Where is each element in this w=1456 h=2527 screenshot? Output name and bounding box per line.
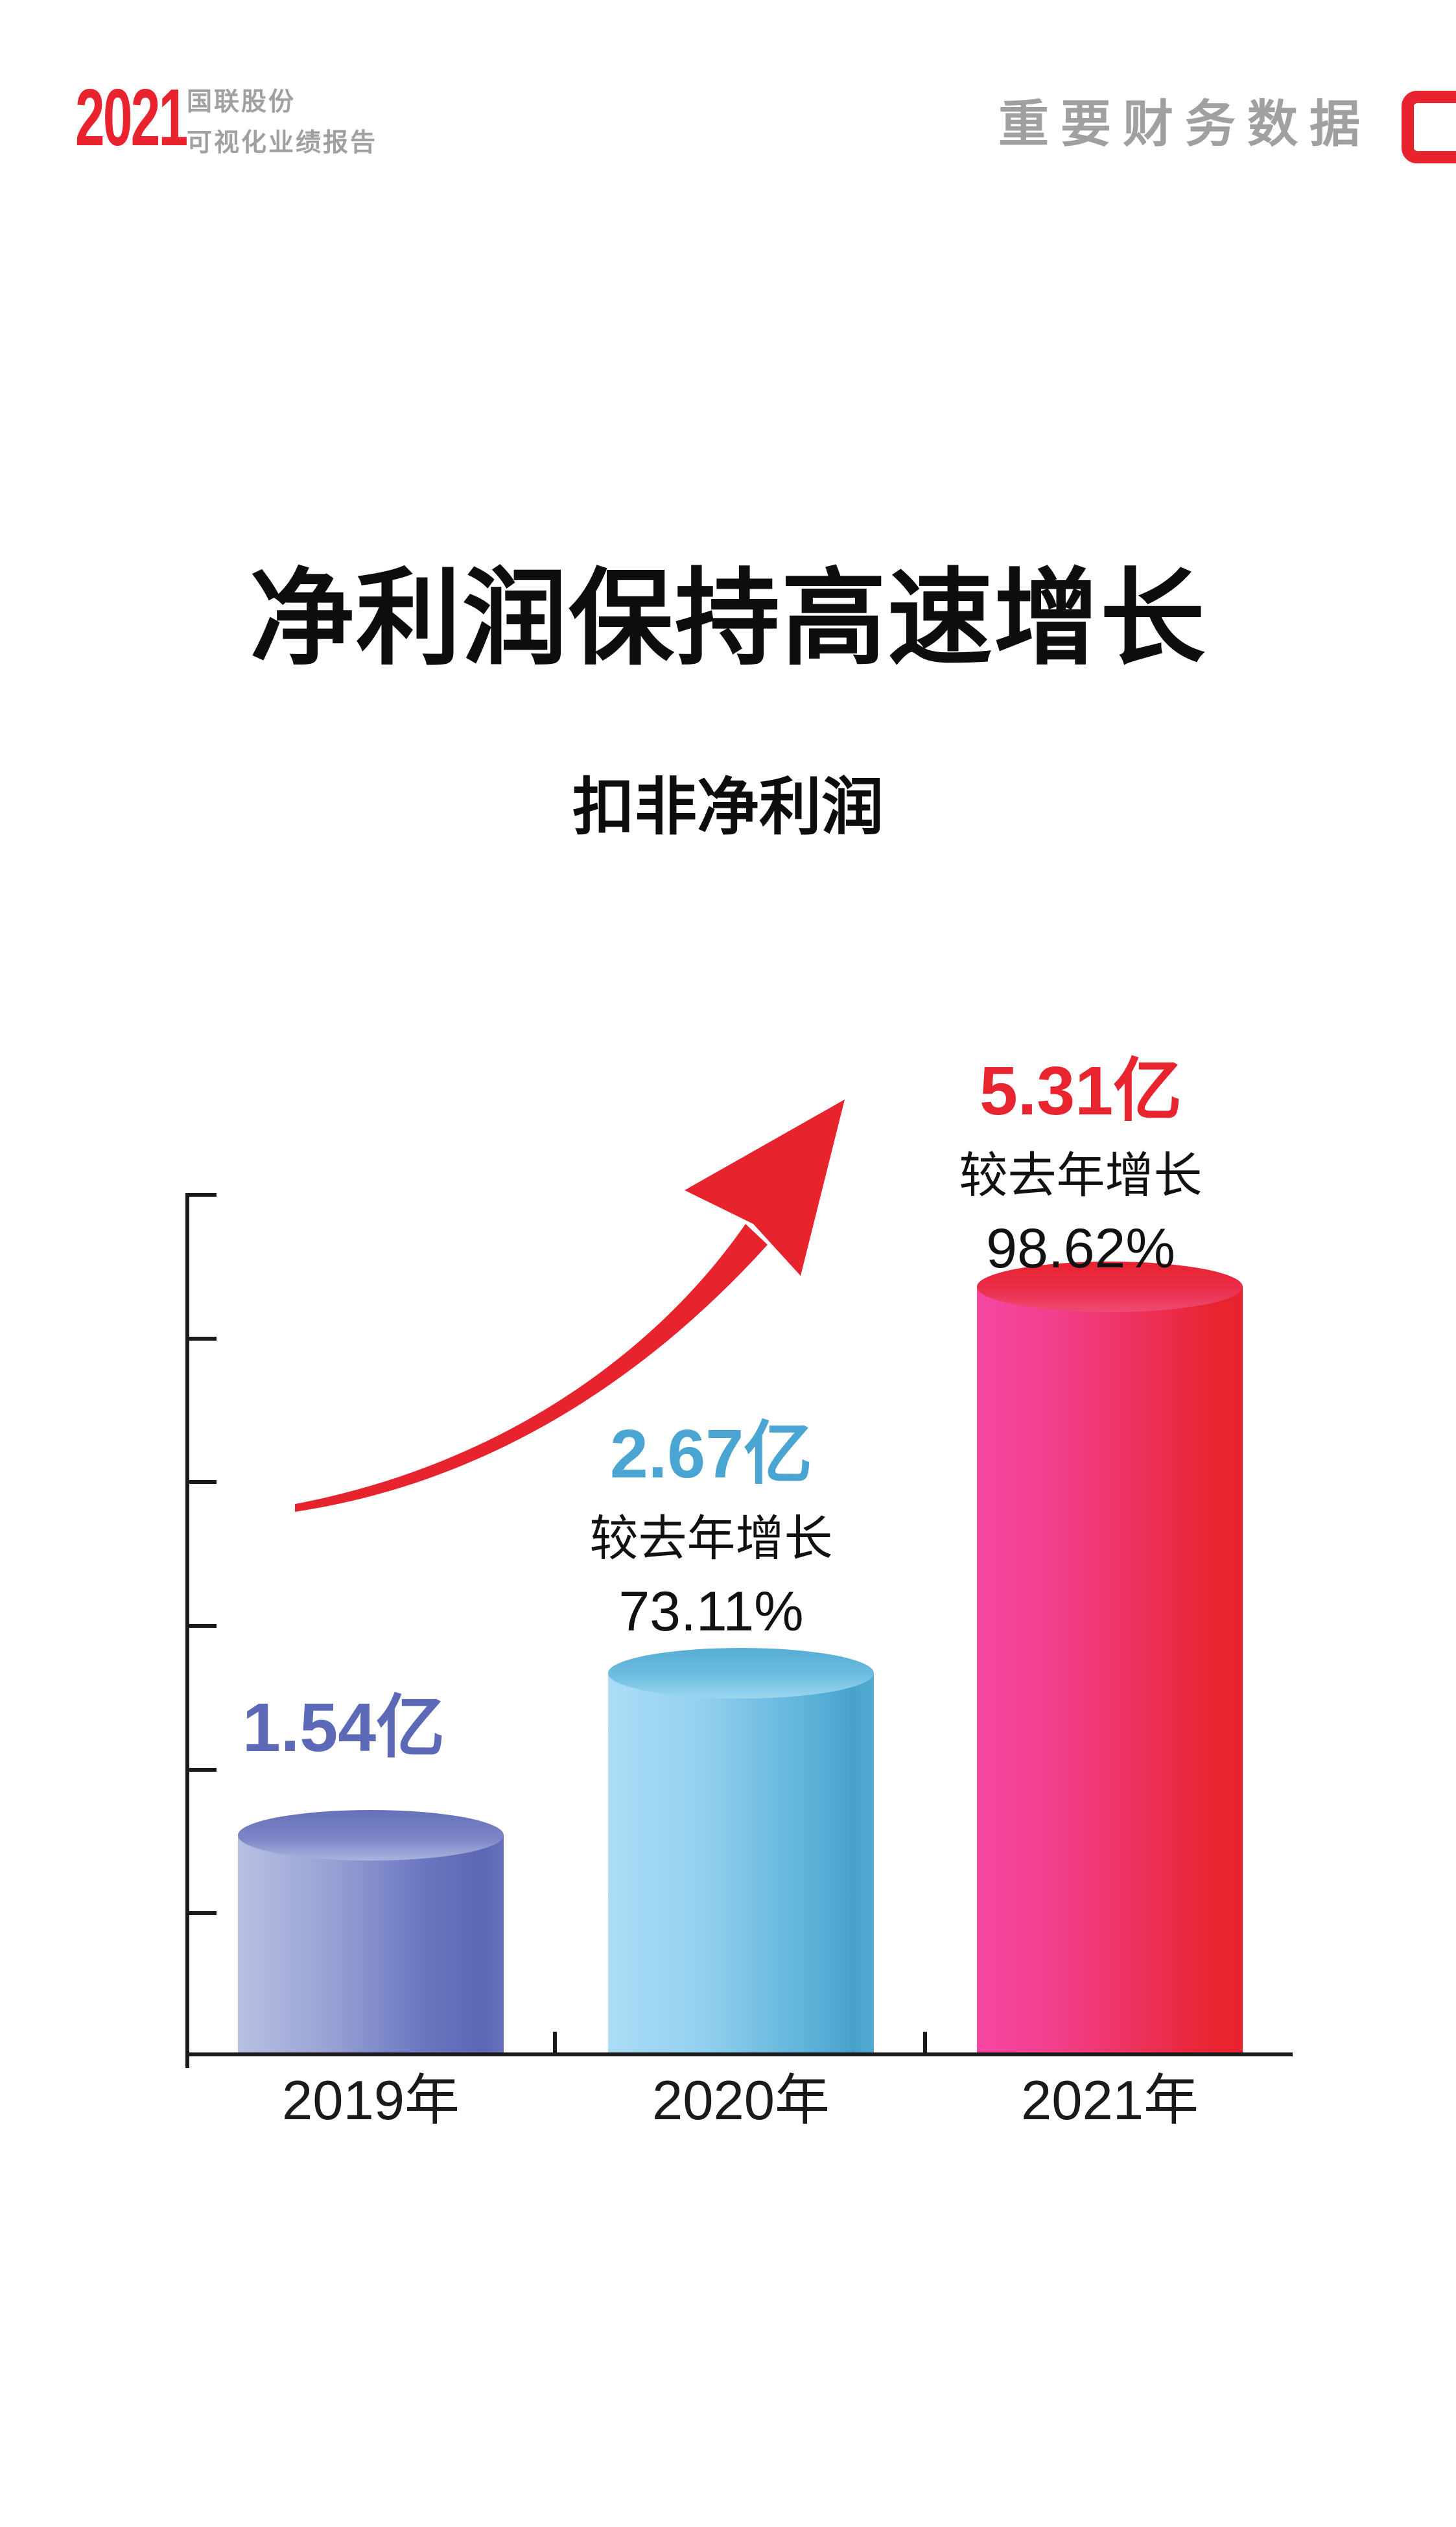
bar-2019-cylinder — [238, 1835, 504, 2052]
bar-2021-labels: 5.31亿 较去年增长 98.62% — [834, 1057, 1327, 1276]
y-axis-line — [185, 1193, 189, 2068]
value-label-2020: 2.67亿 — [609, 1416, 813, 1492]
bar-2019-labels: 1.54亿 — [97, 1693, 590, 1762]
bar-2020-cap — [608, 1648, 874, 1698]
category-label-2020: 2020年 — [652, 2070, 830, 2132]
bar-2020-cylinder — [608, 1673, 874, 2052]
value-label-2019: 1.54亿 — [242, 1689, 445, 1766]
value-label-2021: 5.31亿 — [979, 1053, 1182, 1129]
y-axis-tick — [185, 1193, 217, 1197]
x-axis-tick — [553, 2032, 557, 2052]
report-name: 可视化业绩报告 — [187, 129, 378, 157]
header-company-block: 国联股份 可视化业绩报告 — [187, 89, 377, 156]
y-axis-tick — [185, 1624, 217, 1628]
y-axis-tick — [185, 1480, 217, 1484]
y-axis-tick — [185, 1337, 217, 1341]
rounded-square-logo-icon — [1402, 91, 1456, 163]
bar-2021-cylinder — [977, 1287, 1243, 2052]
growth-percent-2020: 73.11% — [618, 1581, 804, 1643]
bar-2021-cap — [977, 1262, 1243, 1312]
chart-subtitle: 扣非净利润 — [572, 773, 884, 842]
x-axis-tick — [923, 2032, 927, 2052]
growth-caption-2020: 较去年增长 — [589, 1511, 833, 1566]
y-axis-tick — [185, 1911, 217, 1915]
growth-percent-2021: 98.62% — [986, 1217, 1175, 1280]
section-title: 重要财务数据 — [998, 95, 1372, 152]
company-name: 国联股份 — [187, 88, 296, 116]
page-title: 净利润保持高速增长 — [250, 560, 1206, 677]
y-axis-tick — [185, 1768, 217, 1772]
category-label-2019: 2019年 — [281, 2070, 460, 2132]
growth-caption-2021: 较去年增长 — [959, 1148, 1203, 1203]
bar-2019-cap — [238, 1810, 504, 1861]
bar-2020-labels: 2.67亿 较去年增长 73.11% — [465, 1420, 957, 1640]
x-axis-line — [185, 2052, 1293, 2056]
category-label-2021: 2021年 — [1020, 2070, 1199, 2132]
header-year-badge: 2021 — [75, 73, 188, 163]
